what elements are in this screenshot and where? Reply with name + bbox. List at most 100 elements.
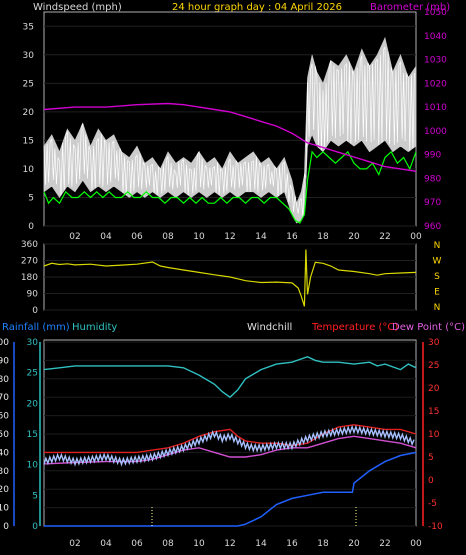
windspeed-label: Windspeed (mph) xyxy=(33,2,122,13)
direction-y-tick: 360 xyxy=(21,240,38,250)
wind-y-tick: 15 xyxy=(23,136,34,146)
temperature-tick: 5 xyxy=(428,453,434,463)
wind-x-tick: 12 xyxy=(224,232,235,242)
humidity-tick: 90 xyxy=(0,356,9,366)
temperature-tick: 30 xyxy=(428,338,440,348)
weather-x-tick: 08 xyxy=(162,539,174,549)
humidity-series xyxy=(43,355,417,399)
weather-x-tick: 00 xyxy=(410,539,422,549)
rainfall-series xyxy=(44,451,417,527)
wind-x-tick: 16 xyxy=(286,232,298,242)
barometer-y-tick: 1050 xyxy=(424,8,447,18)
compass-label: N xyxy=(434,241,441,251)
weather-x-tick: 04 xyxy=(100,539,112,549)
barometer-y-tick: 1040 xyxy=(424,32,447,42)
barometer-y-axis: 960 970 980 990 1000 1010 1020 1030 1040 1050 xyxy=(424,8,447,232)
humidity-tick: 20 xyxy=(0,485,9,495)
humidity-tick: 0 xyxy=(3,522,9,532)
direction-y-tick: 90 xyxy=(27,290,39,300)
windchill-series xyxy=(43,424,415,467)
temperature-tick: 10 xyxy=(428,430,440,440)
weather-x-tick: 10 xyxy=(193,539,205,549)
weather-x-tick: 18 xyxy=(317,539,329,549)
barometer-y-tick: 1000 xyxy=(424,127,447,137)
humidity-tick: 60 xyxy=(0,412,9,422)
barometer-y-tick: 1030 xyxy=(424,56,447,66)
rainfall-tick: 20 xyxy=(27,399,39,409)
direction-y-axis: 0 90 180 270 360 xyxy=(21,240,38,316)
dew-point-label: Dew Point (°C) xyxy=(392,322,465,333)
compass-label: N xyxy=(434,303,441,313)
weather-x-tick: 02 xyxy=(69,539,80,549)
compass-label: W xyxy=(433,257,442,267)
humidity-tick: 80 xyxy=(0,375,9,385)
rainfall-tick: 25 xyxy=(27,369,38,379)
temperature-tick: -10 xyxy=(428,522,443,532)
gust-band xyxy=(43,36,417,224)
weather-x-axis: 02 04 06 08 10 12 14 16 18 20 22 00 xyxy=(69,539,422,549)
humidity-tick: 70 xyxy=(0,393,9,403)
rainfall-tick: 30 xyxy=(27,338,39,348)
rainfall-tick: 5 xyxy=(32,491,38,501)
temperature-tick: -5 xyxy=(428,499,437,509)
rainfall-tick: 10 xyxy=(27,461,39,471)
weather-x-tick: 22 xyxy=(379,539,390,549)
wind-x-tick: 14 xyxy=(255,232,267,242)
wind-average-series xyxy=(43,150,417,224)
barometer-y-tick: 970 xyxy=(424,198,441,208)
barometer-y-tick: 1020 xyxy=(424,79,447,89)
temperature-tick: 0 xyxy=(428,476,434,486)
wind-x-tick: 18 xyxy=(317,232,329,242)
windchill-label: Windchill xyxy=(247,322,292,333)
rainfall-tick: 0 xyxy=(32,522,38,532)
wind-x-tick: 10 xyxy=(193,232,205,242)
compass-label: E xyxy=(434,288,440,298)
barometer-series xyxy=(43,102,417,172)
temperature-tick: 15 xyxy=(428,407,439,417)
wind-y-tick: 35 xyxy=(23,22,34,32)
temperature-series xyxy=(44,424,417,454)
wind-y-tick: 5 xyxy=(28,193,34,203)
wind-x-tick: 06 xyxy=(131,232,143,242)
wind-y-tick: 25 xyxy=(23,79,34,89)
wind-x-tick: 02 xyxy=(69,232,80,242)
temperature-axis: -10 -5 0 5 10 15 20 25 30 xyxy=(428,338,443,532)
humidity-label: Humidity xyxy=(72,322,117,333)
wind-y-tick: 0 xyxy=(28,222,34,232)
temperature-tick: 25 xyxy=(428,361,439,371)
rainfall-axis: 0 5 10 15 20 25 30 xyxy=(27,338,39,532)
wind-x-tick: 04 xyxy=(100,232,112,242)
rainfall-tick: 15 xyxy=(27,430,38,440)
wind-x-tick: 22 xyxy=(379,232,390,242)
gust-series xyxy=(43,46,415,218)
wind-y-tick: 10 xyxy=(23,165,35,175)
compass-label: S xyxy=(434,272,440,282)
wind-y-axis: 0 5 10 15 20 25 30 35 xyxy=(23,22,35,232)
wind-x-tick: 00 xyxy=(410,232,422,242)
barometer-y-tick: 1010 xyxy=(424,103,447,113)
humidity-axis: 0 10 20 30 40 50 60 70 80 90 100 xyxy=(0,338,9,532)
humidity-tick: 100 xyxy=(0,338,9,348)
page-title: 24 hour graph day : 04 April 2026 xyxy=(172,2,342,13)
weather-x-tick: 20 xyxy=(348,539,360,549)
wind-x-tick: 08 xyxy=(162,232,174,242)
barometer-label: Barometer (mb) xyxy=(370,2,450,13)
humidity-tick: 50 xyxy=(0,430,9,440)
barometer-y-tick: 960 xyxy=(424,222,441,232)
direction-y-tick: 0 xyxy=(32,306,38,316)
temperature-tick: 20 xyxy=(428,384,440,394)
wind-y-tick: 30 xyxy=(23,51,35,61)
temperature-label: Temperature (°C) xyxy=(311,322,398,333)
direction-y-tick: 180 xyxy=(21,273,38,283)
wind-x-tick: 20 xyxy=(348,232,360,242)
barometer-y-tick: 990 xyxy=(424,151,441,161)
weather-x-tick: 14 xyxy=(255,539,267,549)
rainfall-label: Rainfall (mm) xyxy=(2,322,70,333)
wind-direction-series xyxy=(43,249,417,307)
wind-y-tick: 20 xyxy=(23,108,35,118)
